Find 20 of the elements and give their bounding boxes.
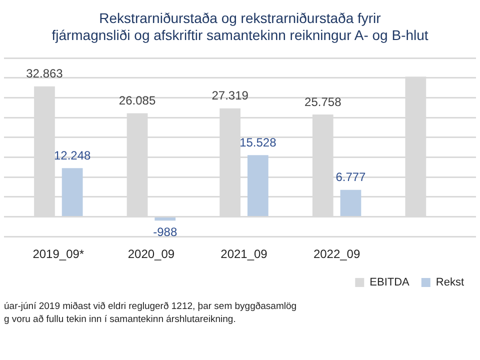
bar [62, 168, 83, 216]
legend-label: EBITDA [370, 276, 410, 289]
data-label: 27.319 [212, 88, 249, 103]
bar [340, 190, 362, 216]
data-label: 25.758 [304, 94, 342, 109]
data-label: 15.528 [240, 135, 277, 150]
data-label: -988 [153, 224, 178, 239]
x-tick-label: 2020_09 [128, 247, 175, 262]
x-tick-label: 2022_09 [313, 247, 360, 262]
data-label: 32.863 [26, 66, 64, 81]
text: úar-júní 2019 miðast við eldri reglugerð 1212, þar sem byggðasamlög g voru að fullu tekin inn í samantekinn árshlutareikning. [3, 300, 297, 326]
bar [154, 218, 176, 221]
data-label: 26.085 [118, 94, 156, 108]
legend-label: Rekst [436, 276, 464, 289]
chart-title: Rekstrarniðurstaða og rekstrarniðurstaða fyrir fjármagnsliði og afskriftir samantekinn reikningur A- og B-hlut [50, 9, 430, 45]
data-label: 6.777 [336, 170, 366, 184]
x-tick-label: 2021_09 [220, 247, 268, 262]
bar [247, 155, 268, 216]
x-tick-label: 2019_09* [32, 247, 84, 262]
data-label: 12.248 [54, 148, 91, 162]
